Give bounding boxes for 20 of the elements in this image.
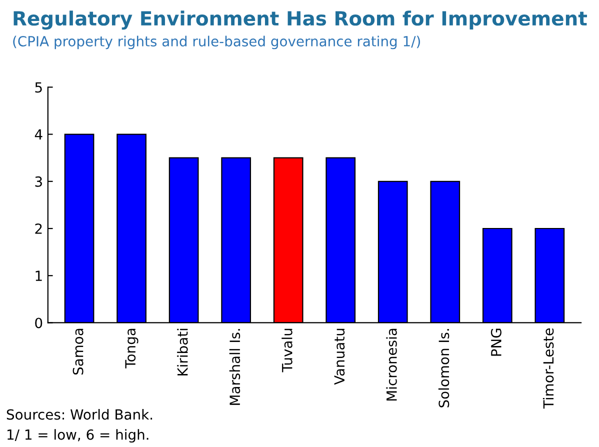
y-tick-label: 3 bbox=[35, 176, 42, 187]
y-tick-label: 5 bbox=[35, 82, 42, 93]
x-tick-label: Marshall Is. bbox=[229, 329, 240, 405]
y-tick-label: 1 bbox=[36, 270, 42, 281]
x-tick-label: PNG bbox=[490, 328, 502, 356]
x-tick-label: Micronesia bbox=[386, 328, 397, 401]
source-note: Sources: World Bank. bbox=[6, 408, 152, 420]
x-tick-label: Tuvalu bbox=[282, 328, 292, 372]
chart-subtitle: (CPIA property rights and rule-based governance rating 1/) bbox=[13, 36, 420, 50]
x-tick-label: Timor-Leste bbox=[542, 328, 554, 409]
y-tick-label: 4 bbox=[34, 129, 42, 140]
x-tick-label: Solomon Is. bbox=[438, 329, 450, 408]
text: 1/ 1 = low, 6 = high. bbox=[8, 429, 148, 443]
x-tick-label: Vanuatu bbox=[334, 328, 345, 385]
chart-title: Regulatory Environment Has Room for Improvement bbox=[14, 10, 587, 30]
x-tick-label: Samoa bbox=[72, 328, 84, 375]
y-tick-label: 0 bbox=[35, 318, 42, 328]
y-tick-label: 2 bbox=[35, 223, 42, 234]
x-tick-label: Kiribati bbox=[177, 328, 188, 376]
x-tick-label: Tonga bbox=[125, 328, 138, 368]
